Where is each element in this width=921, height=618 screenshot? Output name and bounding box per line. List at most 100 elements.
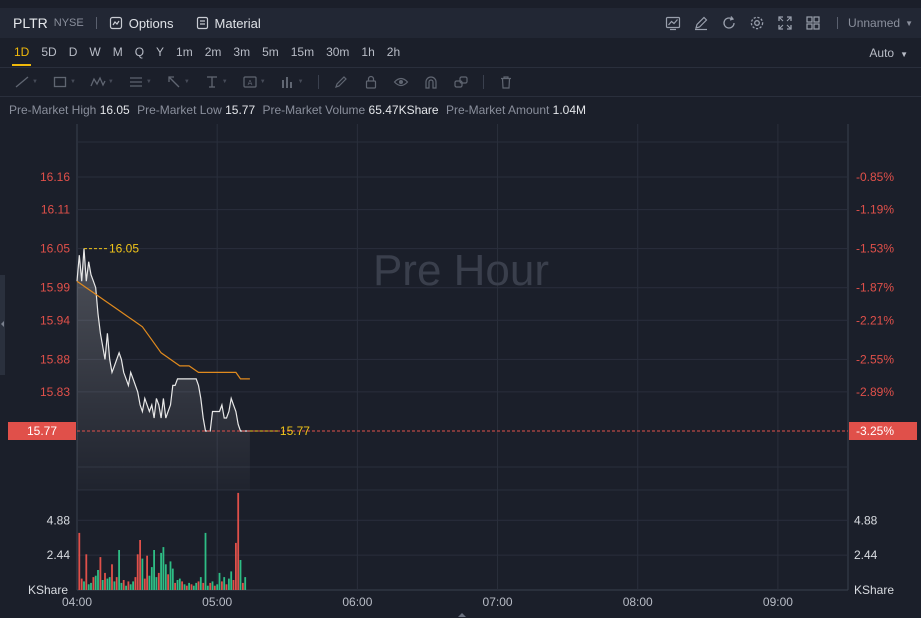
volume-bar bbox=[85, 554, 88, 590]
volume-bar bbox=[192, 585, 195, 590]
line-tool-icon[interactable]: ▼ bbox=[14, 75, 38, 89]
symbol-label[interactable]: PLTR bbox=[13, 15, 48, 31]
price-tick-label: 16.16 bbox=[40, 170, 70, 184]
volume-bar bbox=[209, 582, 212, 590]
arrow-tool-icon[interactable]: ▼ bbox=[166, 75, 190, 89]
time-tick-label: 09:00 bbox=[763, 595, 793, 609]
gear-icon[interactable] bbox=[748, 14, 766, 32]
pen-icon[interactable] bbox=[333, 75, 349, 89]
interval-2h[interactable]: 2h bbox=[386, 45, 401, 59]
sidebar-collapse-handle[interactable] bbox=[0, 275, 5, 375]
volume-bar bbox=[185, 585, 188, 590]
volume-bar bbox=[171, 568, 174, 590]
options-icon bbox=[109, 16, 122, 30]
eye-icon[interactable] bbox=[393, 75, 409, 89]
interval-1d[interactable]: 1D bbox=[8, 40, 35, 66]
interval-3m[interactable]: 3m bbox=[233, 45, 251, 59]
volume-bar bbox=[125, 585, 127, 590]
volume-bar bbox=[232, 580, 235, 590]
fibonacci-tool-icon[interactable]: ▼ bbox=[129, 77, 152, 87]
volume-bar bbox=[153, 550, 155, 590]
volume-bar bbox=[164, 564, 167, 590]
volume-unit-label: KShare bbox=[28, 583, 68, 597]
indicator-icon[interactable] bbox=[664, 14, 682, 32]
volume-bar bbox=[176, 580, 179, 590]
exchange-label: NYSE bbox=[53, 17, 84, 29]
interval-w[interactable]: W bbox=[89, 45, 101, 59]
options-label: Options bbox=[128, 15, 174, 31]
interval-q[interactable]: Q bbox=[134, 45, 145, 59]
trash-icon[interactable] bbox=[498, 75, 514, 89]
interval-m[interactable]: M bbox=[112, 45, 123, 59]
volume-bar bbox=[181, 581, 183, 590]
volume-bar bbox=[190, 584, 193, 590]
interval-1m[interactable]: 1m bbox=[176, 45, 193, 59]
volume-bar bbox=[221, 581, 223, 590]
interval-5d[interactable]: 5D bbox=[41, 45, 57, 59]
text-tool-icon[interactable]: A ▼ bbox=[242, 75, 266, 89]
volume-bar bbox=[183, 584, 186, 590]
volume-bar bbox=[118, 550, 120, 590]
volume-bar bbox=[230, 571, 233, 590]
draw-icon[interactable] bbox=[692, 14, 710, 32]
volume-bar bbox=[146, 555, 148, 590]
volume-bar bbox=[80, 578, 83, 590]
volume-bar bbox=[178, 578, 181, 590]
volume-tick-label: 2.44 bbox=[47, 548, 71, 562]
options-button[interactable]: Options bbox=[109, 16, 174, 31]
interval-30m[interactable]: 30m bbox=[326, 45, 350, 59]
volume-bar bbox=[148, 575, 151, 590]
volume-bar bbox=[127, 581, 130, 590]
volume-bar bbox=[204, 532, 207, 590]
material-button[interactable]: Material bbox=[196, 16, 261, 31]
interval-d[interactable]: D bbox=[68, 45, 78, 59]
interval-y[interactable]: Y bbox=[156, 45, 165, 59]
rectangle-tool-icon[interactable]: ▼ bbox=[52, 75, 76, 89]
volume-bar bbox=[90, 582, 92, 590]
fullscreen-icon[interactable] bbox=[776, 14, 794, 32]
volume-bar bbox=[202, 582, 205, 590]
divider bbox=[317, 75, 319, 89]
interval-1h[interactable]: 1h bbox=[361, 45, 375, 59]
last-percent-badge-label: -3.25% bbox=[856, 424, 894, 438]
refresh-icon[interactable] bbox=[720, 14, 738, 32]
percent-tick-label: -1.19% bbox=[856, 203, 894, 217]
price-tick-label: 16.11 bbox=[41, 203, 70, 217]
premarket-high-label: Pre-Market High bbox=[9, 103, 97, 117]
interval-15m[interactable]: 15m bbox=[290, 45, 315, 59]
lock-icon[interactable] bbox=[363, 75, 379, 89]
volume-bar bbox=[134, 577, 137, 590]
price-area-fill bbox=[77, 248, 250, 490]
premarket-amount-value: 1.04M bbox=[552, 103, 587, 117]
percent-tick-label: -1.87% bbox=[856, 281, 894, 295]
volume-bar bbox=[106, 578, 109, 590]
time-tick-label: 07:00 bbox=[483, 595, 513, 609]
layout-name-dropdown[interactable]: Unnamed ▼ bbox=[848, 16, 913, 30]
interval-5m[interactable]: 5m bbox=[262, 45, 279, 59]
percent-tick-label: -0.85% bbox=[856, 170, 894, 184]
volume-bar bbox=[141, 558, 144, 590]
volume-bar bbox=[188, 582, 190, 590]
premarket-low-value: 15.77 bbox=[225, 103, 256, 117]
volume-bar bbox=[237, 492, 240, 590]
volume-bar bbox=[218, 572, 221, 590]
price-axis: 16.16 -0.85% 16.11 -1.19% 16.05 -1.53% 15.99 -1… bbox=[28, 170, 894, 597]
percent-tick-label: -1.53% bbox=[856, 242, 894, 256]
volume-bar bbox=[122, 580, 125, 590]
chevron-up-icon[interactable] bbox=[454, 612, 470, 618]
measure-tool-icon[interactable]: ▼ bbox=[206, 76, 228, 88]
time-axis: 04:00 05:00 06:00 07:00 08:00 09:00 bbox=[62, 595, 793, 609]
divider bbox=[837, 17, 839, 29]
pattern-tool-icon[interactable]: ▼ bbox=[90, 75, 114, 89]
volume-profile-tool-icon[interactable]: ▼ bbox=[281, 77, 304, 88]
layout-name-label: Unnamed bbox=[848, 16, 901, 30]
layout-grid-icon[interactable] bbox=[804, 14, 822, 32]
link-icon[interactable] bbox=[453, 75, 469, 89]
scale-mode-dropdown[interactable]: Auto ▼ bbox=[869, 40, 908, 68]
interval-2m[interactable]: 2m bbox=[204, 45, 222, 59]
chevron-down-icon: ▼ bbox=[900, 50, 908, 59]
volume-tick-label-right: 4.88 bbox=[854, 513, 878, 527]
price-line bbox=[76, 248, 250, 432]
volume-bar bbox=[228, 578, 230, 590]
magnet-icon[interactable] bbox=[423, 75, 439, 89]
